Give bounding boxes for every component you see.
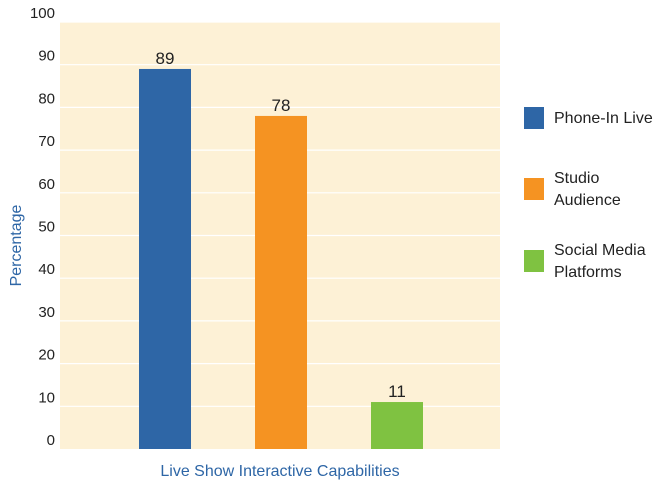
- y-tick-label: 30: [38, 304, 55, 321]
- y-tick-label: 80: [38, 90, 55, 107]
- y-tick-label: 0: [47, 432, 55, 449]
- legend-swatch: [524, 250, 544, 272]
- bar-studio-audience: [255, 115, 307, 449]
- y-tick-label: 60: [38, 176, 55, 193]
- legend-swatch: [524, 107, 544, 129]
- legend-swatch: [524, 178, 544, 200]
- data-label: 89: [156, 49, 175, 68]
- y-tick-label: 10: [38, 389, 55, 406]
- x-axis-title: Live Show Interactive Capabilities: [160, 463, 399, 480]
- y-tick-labels: 0 10 20 30 40 50 60 70 80 90 100: [30, 5, 55, 449]
- legend-label: Phone-In Live: [554, 110, 653, 127]
- y-tick-label: 40: [38, 261, 55, 278]
- bars: [139, 68, 423, 449]
- legend-label: Studio: [554, 170, 599, 187]
- y-tick-label: 100: [30, 5, 55, 22]
- data-label: 78: [272, 96, 291, 115]
- y-tick-label: 70: [38, 133, 55, 150]
- y-axis-title: Percentage: [8, 204, 25, 286]
- y-tick-label: 90: [38, 48, 55, 65]
- data-label: 11: [388, 382, 406, 401]
- y-tick-label: 20: [38, 347, 55, 364]
- legend-label: Platforms: [554, 264, 622, 281]
- y-tick-label: 50: [38, 219, 55, 236]
- data-labels: 89 78 11: [156, 49, 406, 401]
- bar-phone-in-live: [139, 68, 191, 449]
- bar-social-media-platforms: [371, 402, 423, 449]
- legend-label: Audience: [554, 192, 621, 209]
- legend-label: Social Media: [554, 242, 646, 259]
- legend: Phone-In Live Studio Audience Social Media P…: [524, 107, 653, 281]
